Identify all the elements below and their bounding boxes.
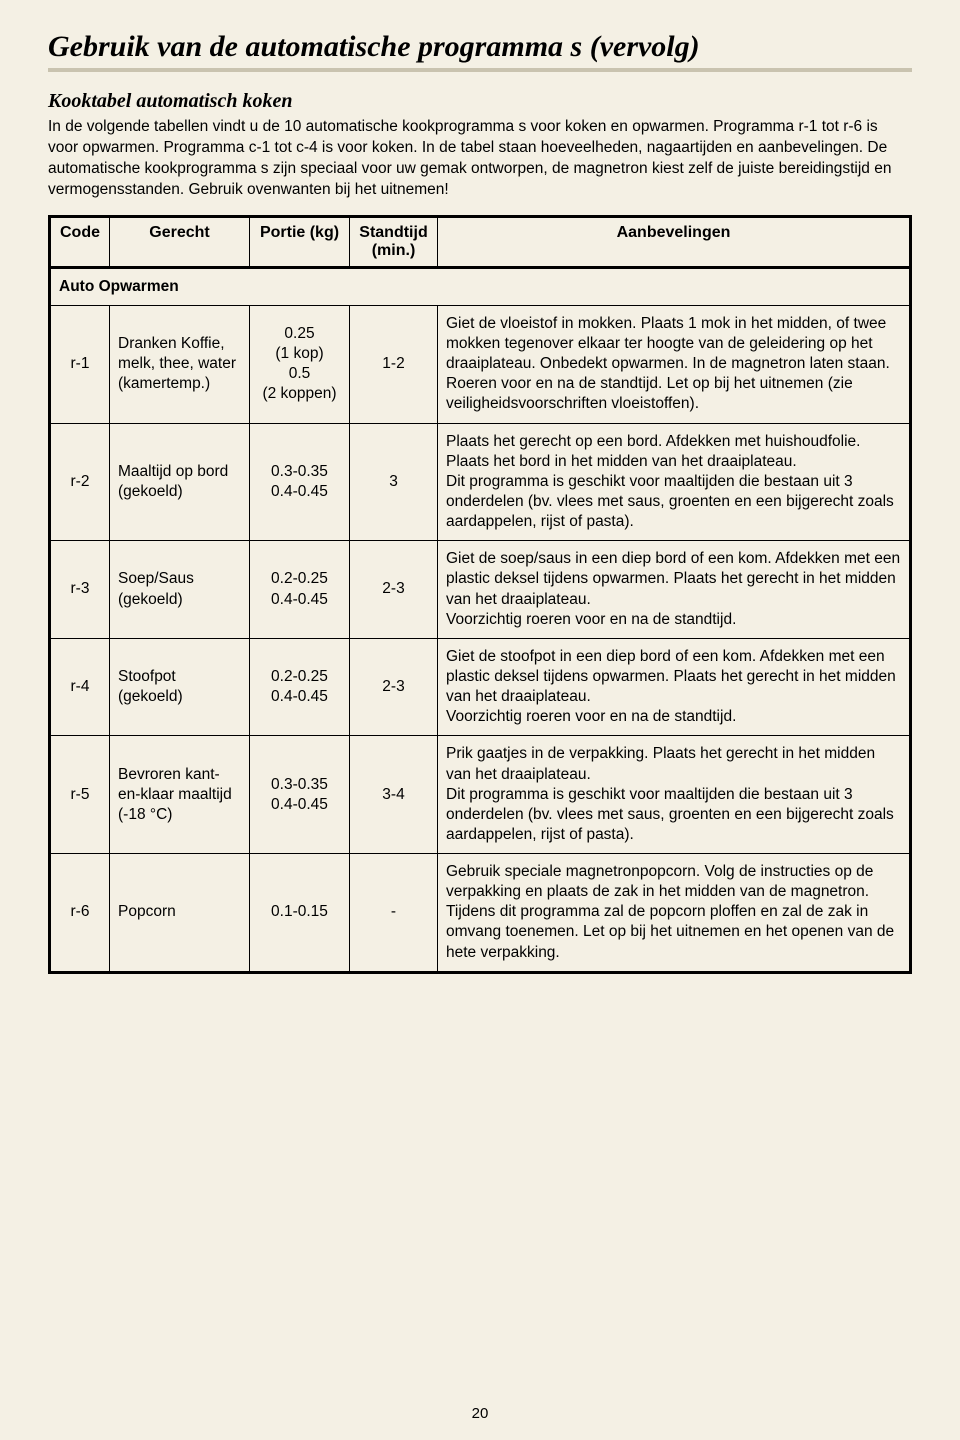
cell-stand: 2-3 [350, 541, 438, 639]
table-row: r-6Popcorn0.1-0.15-Gebruik speciale magn… [50, 854, 911, 973]
cell-dish: Dranken Koffie, melk, thee, water (kamer… [110, 305, 250, 423]
cell-portion: 0.2-0.25 0.4-0.45 [250, 541, 350, 639]
title-underline [48, 68, 912, 72]
table-body: Auto Opwarmenr-1Dranken Koffie, melk, th… [50, 267, 911, 972]
table-row: r-3Soep/Saus (gekoeld)0.2-0.25 0.4-0.452… [50, 541, 911, 639]
cell-code: r-1 [50, 305, 110, 423]
header-dish: Gerecht [110, 216, 250, 267]
cook-table: Code Gerecht Portie (kg) Standtijd (min.… [48, 215, 912, 974]
section-label: Auto Opwarmen [50, 267, 911, 305]
page-number: 20 [0, 1405, 960, 1422]
cell-dish: Soep/Saus (gekoeld) [110, 541, 250, 639]
cell-stand: 3 [350, 423, 438, 541]
title-bar: Gebruik van de automatische programma s … [48, 30, 912, 72]
page-title: Gebruik van de automatische programma s … [48, 30, 912, 64]
cell-stand: 3-4 [350, 736, 438, 854]
table-row: r-5Bevroren kant-en-klaar maaltijd (-18 … [50, 736, 911, 854]
cell-code: r-3 [50, 541, 110, 639]
cell-dish: Popcorn [110, 854, 250, 973]
cell-portion: 0.3-0.35 0.4-0.45 [250, 423, 350, 541]
cell-dish: Maaltijd op bord (gekoeld) [110, 423, 250, 541]
cell-portion: 0.3-0.35 0.4-0.45 [250, 736, 350, 854]
header-rec: Aanbevelingen [438, 216, 911, 267]
cell-portion: 0.2-0.25 0.4-0.45 [250, 638, 350, 736]
cell-stand: - [350, 854, 438, 973]
table-row: r-2Maaltijd op bord (gekoeld)0.3-0.35 0.… [50, 423, 911, 541]
cell-code: r-5 [50, 736, 110, 854]
cell-recommendation: Gebruik speciale magnetronpopcorn. Volg … [438, 854, 911, 973]
subheading: Kooktabel automatisch koken [48, 90, 912, 113]
table-row: r-4Stoofpot (gekoeld)0.2-0.25 0.4-0.452-… [50, 638, 911, 736]
cell-recommendation: Prik gaatjes in de verpakking. Plaats he… [438, 736, 911, 854]
page-container: Gebruik van de automatische programma s … [0, 0, 960, 1440]
cell-recommendation: Giet de vloeistof in mokken. Plaats 1 mo… [438, 305, 911, 423]
cell-portion: 0.1-0.15 [250, 854, 350, 973]
cell-portion: 0.25 (1 kop) 0.5 (2 koppen) [250, 305, 350, 423]
header-portion: Portie (kg) [250, 216, 350, 267]
cell-recommendation: Giet de stoofpot in een diep bord of een… [438, 638, 911, 736]
header-row: Code Gerecht Portie (kg) Standtijd (min.… [50, 216, 911, 267]
cell-dish: Stoofpot (gekoeld) [110, 638, 250, 736]
table-head: Code Gerecht Portie (kg) Standtijd (min.… [50, 216, 911, 267]
cell-recommendation: Giet de soep/saus in een diep bord of ee… [438, 541, 911, 639]
cell-code: r-6 [50, 854, 110, 973]
cell-recommendation: Plaats het gerecht op een bord. Afdekken… [438, 423, 911, 541]
cell-stand: 2-3 [350, 638, 438, 736]
intro-text: In de volgende tabellen vindt u de 10 au… [48, 117, 912, 201]
cell-code: r-4 [50, 638, 110, 736]
section-row: Auto Opwarmen [50, 267, 911, 305]
header-stand: Standtijd (min.) [350, 216, 438, 267]
cell-code: r-2 [50, 423, 110, 541]
cell-dish: Bevroren kant-en-klaar maaltijd (-18 °C) [110, 736, 250, 854]
table-row: r-1Dranken Koffie, melk, thee, water (ka… [50, 305, 911, 423]
header-code: Code [50, 216, 110, 267]
cell-stand: 1-2 [350, 305, 438, 423]
